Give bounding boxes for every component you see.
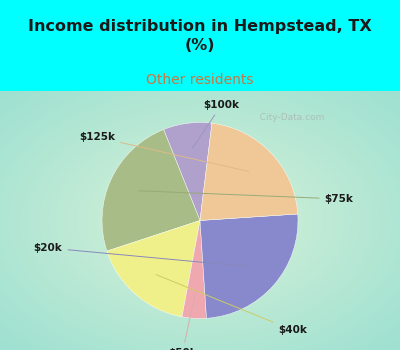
Wedge shape — [200, 214, 298, 318]
Wedge shape — [200, 123, 298, 220]
Text: Other residents: Other residents — [146, 73, 254, 87]
Text: $20k: $20k — [34, 243, 250, 267]
Wedge shape — [102, 130, 200, 251]
Text: City-Data.com: City-Data.com — [254, 113, 324, 122]
Text: $75k: $75k — [139, 191, 354, 204]
Text: $50k: $50k — [168, 294, 197, 350]
Text: $125k: $125k — [79, 132, 248, 172]
Text: $100k: $100k — [192, 100, 240, 148]
Wedge shape — [107, 220, 200, 317]
Wedge shape — [164, 122, 212, 220]
Wedge shape — [182, 220, 206, 318]
Text: $40k: $40k — [156, 275, 308, 335]
Text: Income distribution in Hempstead, TX
(%): Income distribution in Hempstead, TX (%) — [28, 19, 372, 52]
